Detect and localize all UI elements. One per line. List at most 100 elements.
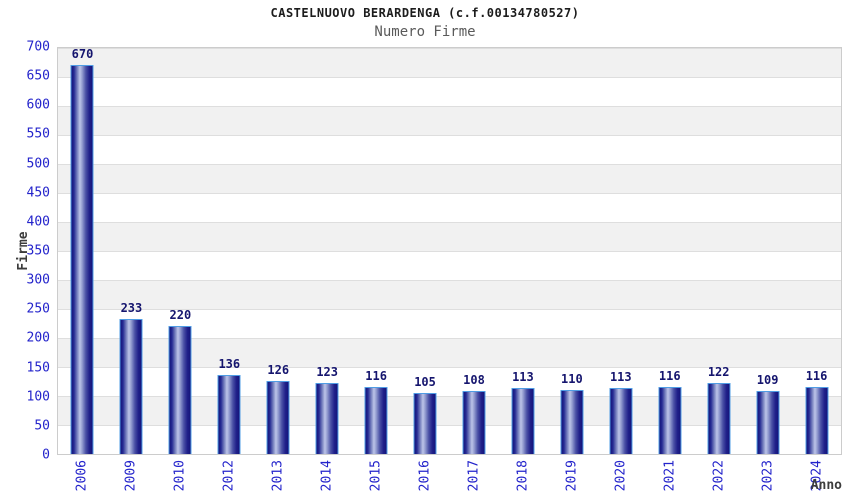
bar-2017 — [462, 391, 486, 454]
bar-2020 — [609, 388, 633, 454]
y-tick-label: 50 — [34, 418, 50, 434]
gridline — [58, 338, 841, 339]
bar-value-label: 109 — [756, 372, 779, 387]
bar-slot: 233 2009 — [107, 48, 156, 491]
bar-2006 — [70, 65, 94, 454]
x-tick-label: 2013 — [270, 460, 286, 492]
y-tick-label: 0 — [42, 447, 50, 463]
x-tick-label: 2022 — [711, 460, 727, 492]
x-tick-label: 2021 — [662, 460, 678, 492]
gridline — [58, 193, 841, 194]
bar-value-label: 233 — [120, 300, 143, 315]
bar-slot: 116 2021 — [645, 48, 694, 491]
chart-title: CASTELNUOVO BERARDENGA (c.f.00134780527) — [270, 6, 580, 20]
gridline — [58, 280, 841, 281]
bar-value-label: 113 — [512, 370, 534, 385]
chart-subtitle: Numero Firme — [374, 24, 476, 40]
bar-value-label: 116 — [658, 368, 681, 383]
background-band — [58, 193, 841, 222]
x-axis-title: Anno — [810, 478, 842, 493]
x-tick-label: 2016 — [417, 460, 433, 492]
background-band — [58, 106, 841, 135]
bar-slot: 122 2022 — [694, 48, 743, 491]
bar-slot: 116 2015 — [352, 48, 401, 491]
bar-slot: 220 2010 — [156, 48, 205, 491]
y-tick-label: 450 — [26, 185, 50, 201]
bar-slot: 108 2017 — [450, 48, 499, 491]
bar-value-label: 136 — [218, 357, 241, 372]
bar-slot: 670 2006 — [58, 47, 107, 491]
bar-slot: 123 2014 — [303, 48, 352, 491]
x-tick-label: 2010 — [172, 460, 188, 492]
bar-slot: 116 2024 — [792, 48, 841, 491]
y-tick-label: 550 — [26, 126, 50, 142]
x-tick-label: 2015 — [368, 460, 384, 492]
y-tick-label: 600 — [26, 97, 50, 113]
background-band — [58, 164, 841, 193]
y-tick-label: 150 — [26, 360, 50, 376]
y-tick-label: 400 — [26, 214, 50, 230]
bar-slot: 126 2013 — [254, 48, 303, 491]
y-tick-label: 350 — [26, 243, 50, 259]
bar-2009 — [119, 318, 143, 454]
x-tick-label: 2017 — [466, 460, 482, 492]
bar-slot: 113 2020 — [596, 48, 645, 491]
bar-value-label: 126 — [267, 362, 290, 377]
bar-2018 — [511, 388, 535, 454]
y-tick-label: 200 — [26, 330, 50, 346]
gridline — [58, 309, 841, 310]
x-tick-label: 2006 — [74, 460, 90, 492]
background-band — [58, 280, 841, 309]
y-tick-label: 300 — [26, 272, 50, 288]
bar-slot: 136 2012 — [205, 48, 254, 491]
bar-2013 — [266, 380, 290, 454]
bar-2015 — [364, 386, 388, 454]
bar-slot: 105 2016 — [401, 48, 450, 491]
bar-2012 — [217, 375, 241, 454]
bar-2010 — [168, 326, 192, 454]
gridline — [58, 135, 841, 136]
y-tick-label: 250 — [26, 301, 50, 317]
bar-slot: 110 2019 — [547, 48, 596, 491]
background-band — [58, 222, 841, 251]
x-tick-label: 2023 — [760, 460, 776, 492]
bar-value-label: 122 — [707, 365, 730, 380]
bar-value-label: 116 — [805, 368, 828, 383]
background-band — [58, 251, 841, 280]
bar-value-label: 123 — [316, 364, 338, 379]
gridline — [58, 396, 841, 397]
bar-value-label: 113 — [609, 370, 632, 385]
background-band — [58, 77, 841, 106]
x-tick-label: 2019 — [564, 460, 580, 492]
y-tick-label: 700 — [26, 39, 50, 55]
gridline — [58, 48, 841, 49]
bar-value-label: 110 — [561, 372, 583, 387]
background-band — [58, 135, 841, 164]
background-band — [58, 48, 841, 77]
x-tick-label: 2020 — [613, 460, 629, 492]
bar-slot: 109 2023 — [743, 48, 792, 491]
bar-2016 — [413, 393, 437, 454]
bar-series: 670 2006 233 2009 220 2010 136 2012 126 2013 123 20… — [58, 47, 841, 491]
plot-area: 670 2006 233 2009 220 2010 136 2012 126 2013 123 20… — [57, 47, 842, 491]
bar-2014 — [315, 382, 339, 454]
x-tick-label: 2018 — [515, 460, 531, 492]
x-tick-label: 2014 — [319, 460, 335, 492]
x-tick-label: 2012 — [221, 460, 237, 492]
gridline — [58, 425, 841, 426]
gridline — [58, 77, 841, 78]
bar-2019 — [560, 390, 584, 454]
x-tick-label: 2009 — [123, 460, 139, 492]
y-tick-label: 500 — [26, 156, 50, 172]
y-tick-label: 100 — [26, 389, 50, 405]
bar-slot: 113 2018 — [498, 48, 547, 491]
gridline — [58, 164, 841, 165]
gridline — [58, 367, 841, 368]
bar-2024 — [805, 386, 829, 454]
y-axis-title: Firme — [16, 231, 31, 271]
bar-2022 — [707, 383, 731, 454]
bar-2021 — [658, 386, 682, 454]
y-tick-label: 650 — [26, 68, 50, 84]
bar-2023 — [756, 390, 780, 454]
